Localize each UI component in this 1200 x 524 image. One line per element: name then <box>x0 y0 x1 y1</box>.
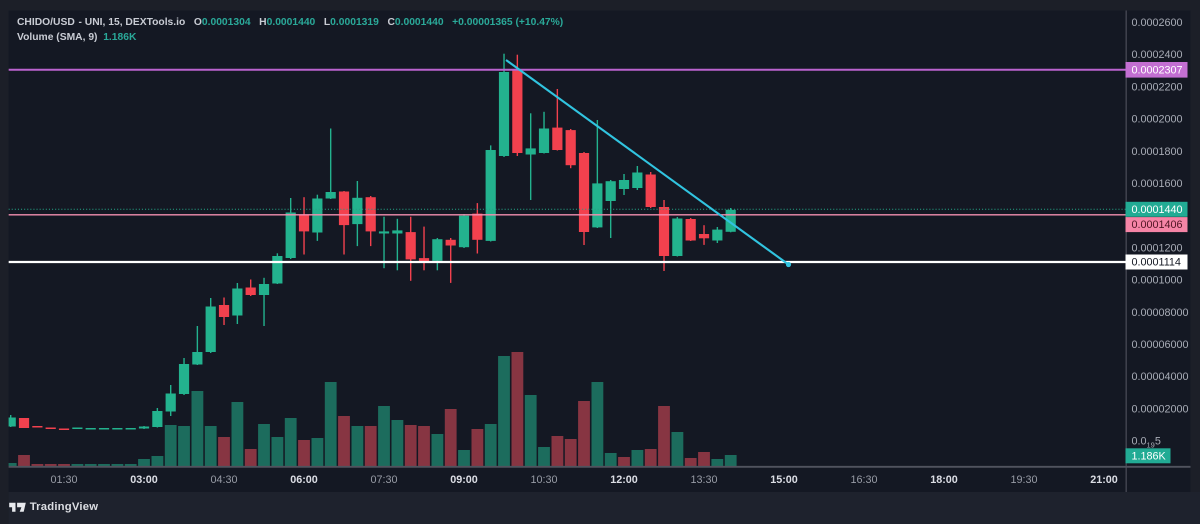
svg-text:0.0001114: 0.0001114 <box>1132 257 1181 269</box>
svg-text:0.0001200: 0.0001200 <box>1132 242 1183 254</box>
svg-text:0.00008000: 0.00008000 <box>1132 307 1189 319</box>
svg-text:0.00004000: 0.00004000 <box>1132 371 1189 383</box>
svg-text:12:00: 12:00 <box>610 474 638 486</box>
svg-text:0.0002200: 0.0002200 <box>1132 81 1183 93</box>
svg-text:07:30: 07:30 <box>370 474 397 486</box>
svg-text:0.0195: 0.0195 <box>1132 435 1161 449</box>
svg-text:01:30: 01:30 <box>50 474 77 486</box>
svg-text:10:30: 10:30 <box>530 474 557 486</box>
svg-text:0.0001000: 0.0001000 <box>1132 275 1183 287</box>
svg-text:03:00: 03:00 <box>130 474 158 486</box>
svg-text:0.0002400: 0.0002400 <box>1132 49 1183 61</box>
svg-text:13:30: 13:30 <box>690 474 717 486</box>
svg-text:16:30: 16:30 <box>850 474 877 486</box>
svg-text:0.0001406: 0.0001406 <box>1132 219 1183 231</box>
svg-text:0.00006000: 0.00006000 <box>1132 339 1189 351</box>
svg-text:15:00: 15:00 <box>770 474 798 486</box>
svg-text:21:00: 21:00 <box>1090 474 1118 486</box>
svg-text:0.0001440: 0.0001440 <box>1132 204 1183 216</box>
svg-text:1.186K: 1.186K <box>1132 450 1167 462</box>
svg-text:0.00002000: 0.00002000 <box>1132 403 1189 415</box>
svg-text:06:00: 06:00 <box>290 474 318 486</box>
svg-text:0.0001600: 0.0001600 <box>1132 178 1183 190</box>
svg-text:19:30: 19:30 <box>1010 474 1037 486</box>
svg-text:0.0002307: 0.0002307 <box>1132 64 1183 76</box>
svg-text:0.0001800: 0.0001800 <box>1132 146 1183 158</box>
svg-text:09:00: 09:00 <box>450 474 478 486</box>
svg-text:0.0002000: 0.0002000 <box>1132 114 1183 126</box>
svg-text:0.0002600: 0.0002600 <box>1132 17 1183 29</box>
svg-text:04:30: 04:30 <box>210 474 237 486</box>
svg-text:18:00: 18:00 <box>930 474 958 486</box>
